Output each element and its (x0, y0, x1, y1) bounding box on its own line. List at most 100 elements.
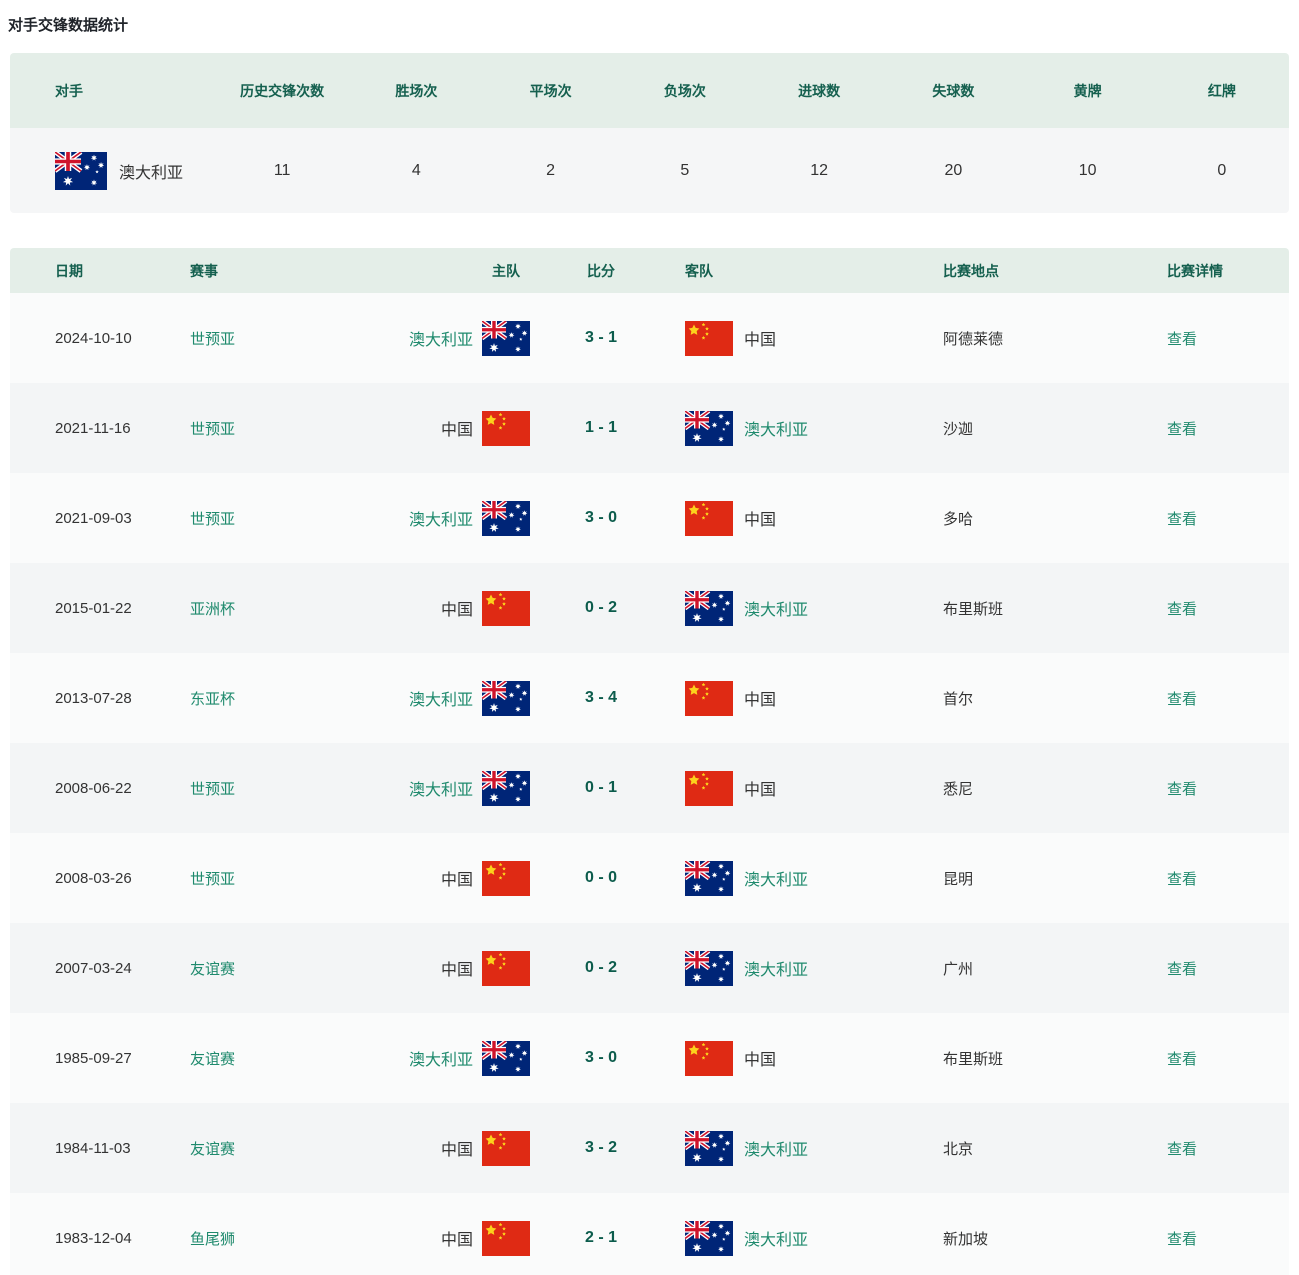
match-score: 2 - 1 (584, 1229, 617, 1246)
match-score: 1 - 1 (584, 419, 617, 436)
australia-flag-icon (685, 1220, 733, 1256)
competition-link[interactable]: 世预亚 (190, 780, 236, 798)
china-flag-icon (482, 590, 530, 626)
home-team-name[interactable]: 澳大利亚 (408, 1052, 473, 1069)
match-detail-link[interactable]: 查看 (1167, 1140, 1198, 1158)
away-team-name[interactable]: 澳大利亚 (744, 602, 809, 619)
match-row: 2008-03-26 世预亚 中国 0 - 0 澳大利亚 昆明 查看 (10, 833, 1289, 923)
match-date: 2013-07-28 (55, 689, 132, 707)
home-team-name[interactable]: 澳大利亚 (408, 782, 473, 799)
summary-header-yellow-cards: 黄牌 (1073, 82, 1102, 99)
home-team-name: 中国 (440, 422, 473, 439)
australia-flag-icon (685, 950, 733, 986)
away-team-cell: 中国 (672, 680, 943, 716)
away-team-cell: 澳大利亚 (672, 950, 943, 986)
australia-flag-icon (55, 151, 107, 190)
home-team-cell: 澳大利亚 (335, 680, 530, 716)
match-header-date: 日期 (55, 262, 83, 279)
match-venue: 新加坡 (943, 1230, 989, 1248)
away-team-name[interactable]: 澳大利亚 (744, 1232, 809, 1249)
competition-link[interactable]: 亚洲杯 (190, 600, 236, 618)
match-date: 2007-03-24 (55, 959, 132, 977)
home-team-name[interactable]: 澳大利亚 (408, 692, 473, 709)
page-title: 对手交锋数据统计 (8, 17, 129, 34)
australia-flag-icon (482, 680, 530, 716)
summary-row: 澳大利亚 11 4 2 5 12 20 10 0 (10, 128, 1289, 213)
china-flag-icon (685, 1040, 733, 1076)
away-team-cell: 澳大利亚 (672, 860, 943, 896)
away-team-name[interactable]: 澳大利亚 (744, 1142, 809, 1159)
match-score: 3 - 4 (584, 689, 617, 706)
away-team-cell: 澳大利亚 (672, 1130, 943, 1166)
match-detail-link[interactable]: 查看 (1167, 330, 1198, 348)
competition-link[interactable]: 世预亚 (190, 420, 236, 438)
summary-header-wins: 胜场次 (395, 82, 438, 99)
australia-flag-icon (482, 770, 530, 806)
summary-value-yellow-cards: 10 (1078, 161, 1097, 179)
home-team-cell: 中国 (335, 1220, 530, 1256)
match-header-home-team: 主队 (492, 262, 520, 279)
away-team-cell: 中国 (672, 770, 943, 806)
away-team-name[interactable]: 澳大利亚 (744, 872, 809, 889)
competition-link[interactable]: 世预亚 (190, 870, 236, 888)
china-flag-icon (685, 500, 733, 536)
australia-flag-icon (482, 320, 530, 356)
match-detail-link[interactable]: 查看 (1167, 420, 1198, 438)
match-detail-link[interactable]: 查看 (1167, 780, 1198, 798)
competition-link[interactable]: 友谊赛 (190, 960, 236, 978)
away-team-name: 中国 (744, 782, 777, 799)
away-team-name[interactable]: 澳大利亚 (744, 962, 809, 979)
home-team-name[interactable]: 澳大利亚 (408, 332, 473, 349)
match-venue: 广州 (943, 960, 974, 978)
australia-flag-icon (685, 410, 733, 446)
match-row: 2021-09-03 世预亚 澳大利亚 3 - 0 中国 多哈 查看 (10, 473, 1289, 563)
home-team-name[interactable]: 澳大利亚 (408, 512, 473, 529)
match-header-competition: 赛事 (190, 262, 218, 279)
home-team-cell: 澳大利亚 (335, 500, 530, 536)
summary-table: 对手 历史交锋次数 胜场次 平场次 负场次 进球数 失球数 黄牌 红牌 澳大利亚… (10, 53, 1289, 213)
match-row: 1985-09-27 友谊赛 澳大利亚 3 - 0 中国 布里斯班 查看 (10, 1013, 1289, 1103)
away-team-name: 中国 (744, 1052, 777, 1069)
home-team-cell: 中国 (335, 950, 530, 986)
summary-table-header: 对手 历史交锋次数 胜场次 平场次 负场次 进球数 失球数 黄牌 红牌 (10, 53, 1289, 128)
match-venue: 沙迦 (943, 420, 974, 438)
summary-value-goals-against: 20 (944, 161, 963, 179)
match-venue: 悉尼 (943, 780, 974, 798)
away-team-name[interactable]: 澳大利亚 (744, 422, 809, 439)
china-flag-icon (482, 410, 530, 446)
match-row: 2013-07-28 东亚杯 澳大利亚 3 - 4 中国 首尔 查看 (10, 653, 1289, 743)
summary-header-opponent: 对手 (55, 82, 83, 99)
china-flag-icon (482, 1130, 530, 1166)
competition-link[interactable]: 东亚杯 (190, 690, 236, 708)
match-history-table: 日期 赛事 主队 比分 客队 比赛地点 比赛详情 2024-10-10 世预亚 … (10, 248, 1289, 1275)
summary-header-draws: 平场次 (529, 82, 572, 99)
summary-header-red-cards: 红牌 (1207, 82, 1236, 99)
match-detail-link[interactable]: 查看 (1167, 870, 1198, 888)
china-flag-icon (685, 680, 733, 716)
competition-link[interactable]: 友谊赛 (190, 1050, 236, 1068)
summary-header-losses: 负场次 (663, 82, 706, 99)
match-date: 2015-01-22 (55, 599, 132, 617)
summary-value-total-matches: 11 (273, 161, 291, 179)
home-team-name: 中国 (440, 962, 473, 979)
competition-link[interactable]: 世预亚 (190, 330, 236, 348)
match-detail-link[interactable]: 查看 (1167, 510, 1198, 528)
home-team-name: 中国 (440, 872, 473, 889)
china-flag-icon (482, 950, 530, 986)
competition-link[interactable]: 友谊赛 (190, 1140, 236, 1158)
away-team-cell: 中国 (672, 500, 943, 536)
australia-flag-icon (685, 860, 733, 896)
competition-link[interactable]: 鱼尾狮 (190, 1230, 236, 1248)
match-venue: 布里斯班 (943, 1050, 1004, 1068)
match-score: 0 - 2 (584, 599, 617, 616)
competition-link[interactable]: 世预亚 (190, 510, 236, 528)
match-venue: 昆明 (943, 870, 974, 888)
away-team-cell: 澳大利亚 (672, 410, 943, 446)
match-detail-link[interactable]: 查看 (1167, 1050, 1198, 1068)
match-detail-link[interactable]: 查看 (1167, 600, 1198, 618)
match-detail-link[interactable]: 查看 (1167, 1230, 1198, 1248)
match-detail-link[interactable]: 查看 (1167, 960, 1198, 978)
china-flag-icon (482, 860, 530, 896)
match-detail-link[interactable]: 查看 (1167, 690, 1198, 708)
match-row: 1984-11-03 友谊赛 中国 3 - 2 澳大利亚 北京 查看 (10, 1103, 1289, 1193)
